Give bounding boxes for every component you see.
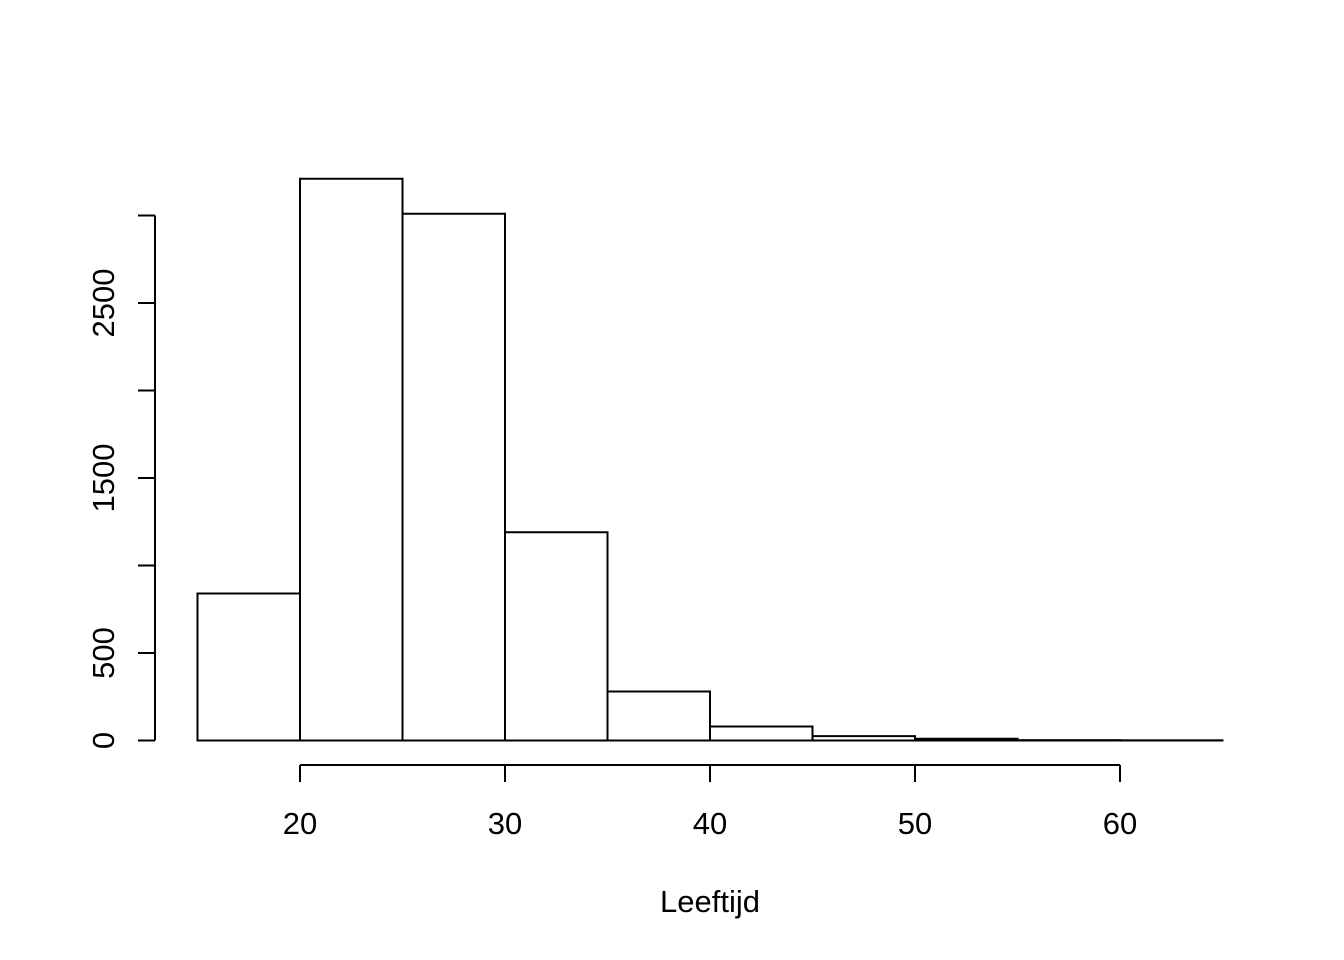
x-tick-label: 50 [898,806,932,841]
x-tick-label: 40 [693,806,727,841]
histogram-bar [709,725,814,742]
x-axis-title: Leeftijd [660,884,760,919]
y-tick-label: 500 [86,627,121,679]
histogram-bar [504,531,609,742]
x-tick-label: 30 [488,806,522,841]
histogram-bar [299,177,404,742]
histogram-bar [811,735,916,742]
x-tick-label: 20 [283,806,317,841]
histogram-bar [606,690,711,742]
histogram-bar [196,592,301,742]
axes-group: 0 500 1500 2500 20 30 40 50 60 [86,214,1137,841]
x-tick-label: 60 [1103,806,1137,841]
histogram-bar [401,212,506,742]
y-tick-label: 2500 [86,269,121,338]
histogram-bar [914,737,1019,742]
y-tick-label: 0 [86,732,121,749]
y-tick-label: 1500 [86,444,121,513]
bars-group [196,177,1224,742]
